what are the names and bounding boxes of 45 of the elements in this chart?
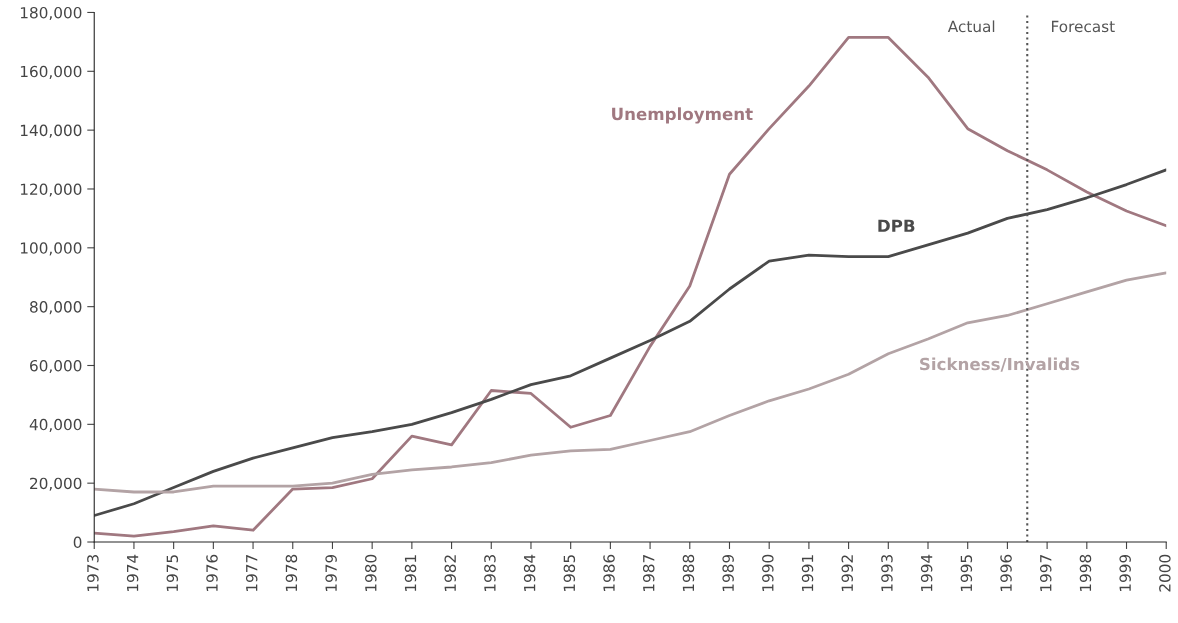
x-tick-label: 1992 [841, 555, 854, 592]
y-tick-label: 40,000 [29, 418, 82, 432]
x-tick-label: 1984 [523, 554, 536, 592]
x-tick-label: 1985 [563, 555, 576, 592]
x-tick-label: 1989 [722, 554, 734, 592]
y-tick-label: 100,000 [20, 242, 82, 256]
annotation: Forecast [1052, 20, 1115, 33]
x-tick-label: 1977 [245, 555, 258, 592]
x-tick-label: 1994 [920, 554, 933, 592]
y-tick-label: 0 [73, 536, 82, 549]
x-tick-label: 1996 [1000, 554, 1012, 592]
y-tick-label: 180,000 [20, 6, 82, 21]
annotation: Actual [947, 20, 995, 33]
y-tick-label: 80,000 [30, 301, 82, 315]
x-tick-label: 1997 [1039, 555, 1052, 592]
x-tick-label: 1973 [87, 555, 99, 592]
series-label: Unemployment [612, 107, 753, 124]
y-tick-label: 140,000 [20, 124, 82, 138]
x-tick-label: 1979 [325, 554, 337, 592]
x-tick-label: 1987 [642, 555, 655, 592]
x-tick-label: 1990 [762, 554, 774, 592]
series-label: DPB [878, 219, 915, 232]
x-tick-label: 1988 [682, 554, 695, 592]
y-tick-label: 60,000 [30, 359, 82, 374]
x-tick-label: 2000 [1159, 554, 1171, 592]
x-tick-label: 1975 [166, 555, 179, 592]
x-tick-label: 1981 [404, 555, 417, 592]
series-label: Sickness/Invalids [920, 357, 1080, 372]
x-tick-label: 1991 [801, 555, 814, 592]
y-tick-label: 120,000 [20, 183, 82, 197]
x-tick-label: 1976 [206, 554, 218, 592]
x-tick-label: 1983 [484, 555, 496, 592]
line-series [94, 36, 1167, 538]
x-tick-label: 1999 [1119, 554, 1131, 592]
x-tick-label: 1986 [603, 554, 615, 592]
line-series [94, 271, 1167, 494]
x-tick-label: 1982 [444, 555, 456, 592]
x-tick-label: 1974 [126, 554, 139, 592]
x-tick-label: 1998 [1079, 554, 1092, 592]
y-tick-label: 160,000 [20, 65, 82, 79]
y-tick-label: 20,000 [30, 477, 82, 491]
x-tick-label: 1980 [365, 554, 377, 592]
x-tick-label: 1993 [881, 555, 893, 592]
x-tick-label: 1995 [960, 555, 973, 592]
x-tick-label: 1978 [285, 554, 298, 592]
